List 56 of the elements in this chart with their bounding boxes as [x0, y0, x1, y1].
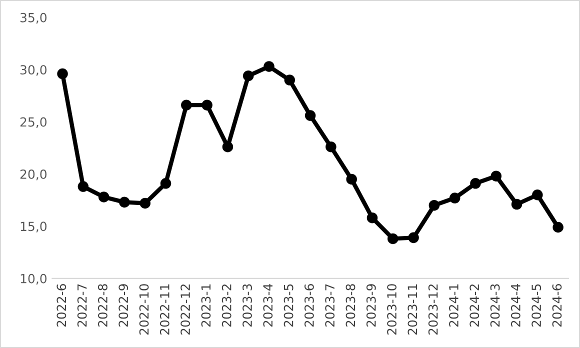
- x-tick-label: 2023-9: [366, 284, 376, 327]
- x-tick-label: 2023-1: [201, 284, 211, 327]
- y-tick-label: 15,0: [20, 222, 47, 232]
- point: [264, 61, 274, 72]
- point: [160, 178, 172, 189]
- x-tick-label: 2023-2: [222, 284, 232, 327]
- x-tick-label: 2023-3: [242, 284, 252, 327]
- y-tick-label: 35,0: [20, 12, 47, 24]
- point: [346, 174, 357, 185]
- point: [222, 141, 234, 152]
- point: [428, 200, 440, 211]
- y-tick-label: 30,0: [20, 65, 47, 76]
- point: [326, 141, 336, 152]
- point: [449, 192, 460, 204]
- point: [181, 100, 192, 110]
- point: [140, 198, 150, 209]
- point: [511, 198, 522, 210]
- point: [57, 68, 68, 80]
- x-tick-label: 2023-4: [263, 284, 273, 327]
- x-tick-label: 2022-6: [56, 284, 66, 327]
- y-tick-label: 25,0: [20, 117, 47, 128]
- point: [78, 181, 89, 192]
- x-tick-label: 2022-7: [77, 284, 87, 327]
- point: [470, 178, 481, 189]
- x-tick-label: 2023-5: [284, 284, 294, 327]
- x-tick-label: 2022-12: [180, 284, 190, 335]
- point: [202, 100, 212, 110]
- x-tick-label: 2023-10: [387, 284, 397, 335]
- x-tick-label: 2022-8: [98, 284, 108, 327]
- point: [98, 192, 110, 202]
- point: [119, 196, 130, 208]
- point: [490, 170, 502, 182]
- x-tick-label: 2023-8: [346, 284, 356, 327]
- x-tick-label: 2022-11: [160, 284, 170, 335]
- point: [552, 222, 564, 233]
- x-tick-label: 2023-12: [428, 284, 438, 335]
- point: [284, 74, 296, 86]
- x-tick-label: 2024-3: [490, 284, 500, 327]
- x-tick-label: 2023-6: [304, 284, 314, 327]
- point: [408, 232, 419, 244]
- y-tick-label: 20,0: [20, 169, 47, 180]
- point: [388, 233, 398, 244]
- x-tick-label: 2023-11: [408, 284, 418, 335]
- x-tick-label: 2024-2: [470, 284, 480, 327]
- point: [366, 212, 378, 224]
- point: [304, 110, 316, 121]
- x-tick-label: 2024-4: [510, 284, 520, 327]
- x-tick-label: 2022-10: [139, 284, 149, 335]
- x-tick-label: 2024-1: [449, 284, 458, 327]
- x-tick-label: 2023-7: [325, 284, 335, 327]
- point: [532, 190, 543, 200]
- x-tick-label: 2024-5: [532, 284, 542, 327]
- y-tick-label: 10,0: [20, 274, 47, 285]
- point: [242, 70, 254, 82]
- x-tick-label: 2022-9: [118, 284, 128, 327]
- x-tick-label: 2024-6: [552, 284, 562, 327]
